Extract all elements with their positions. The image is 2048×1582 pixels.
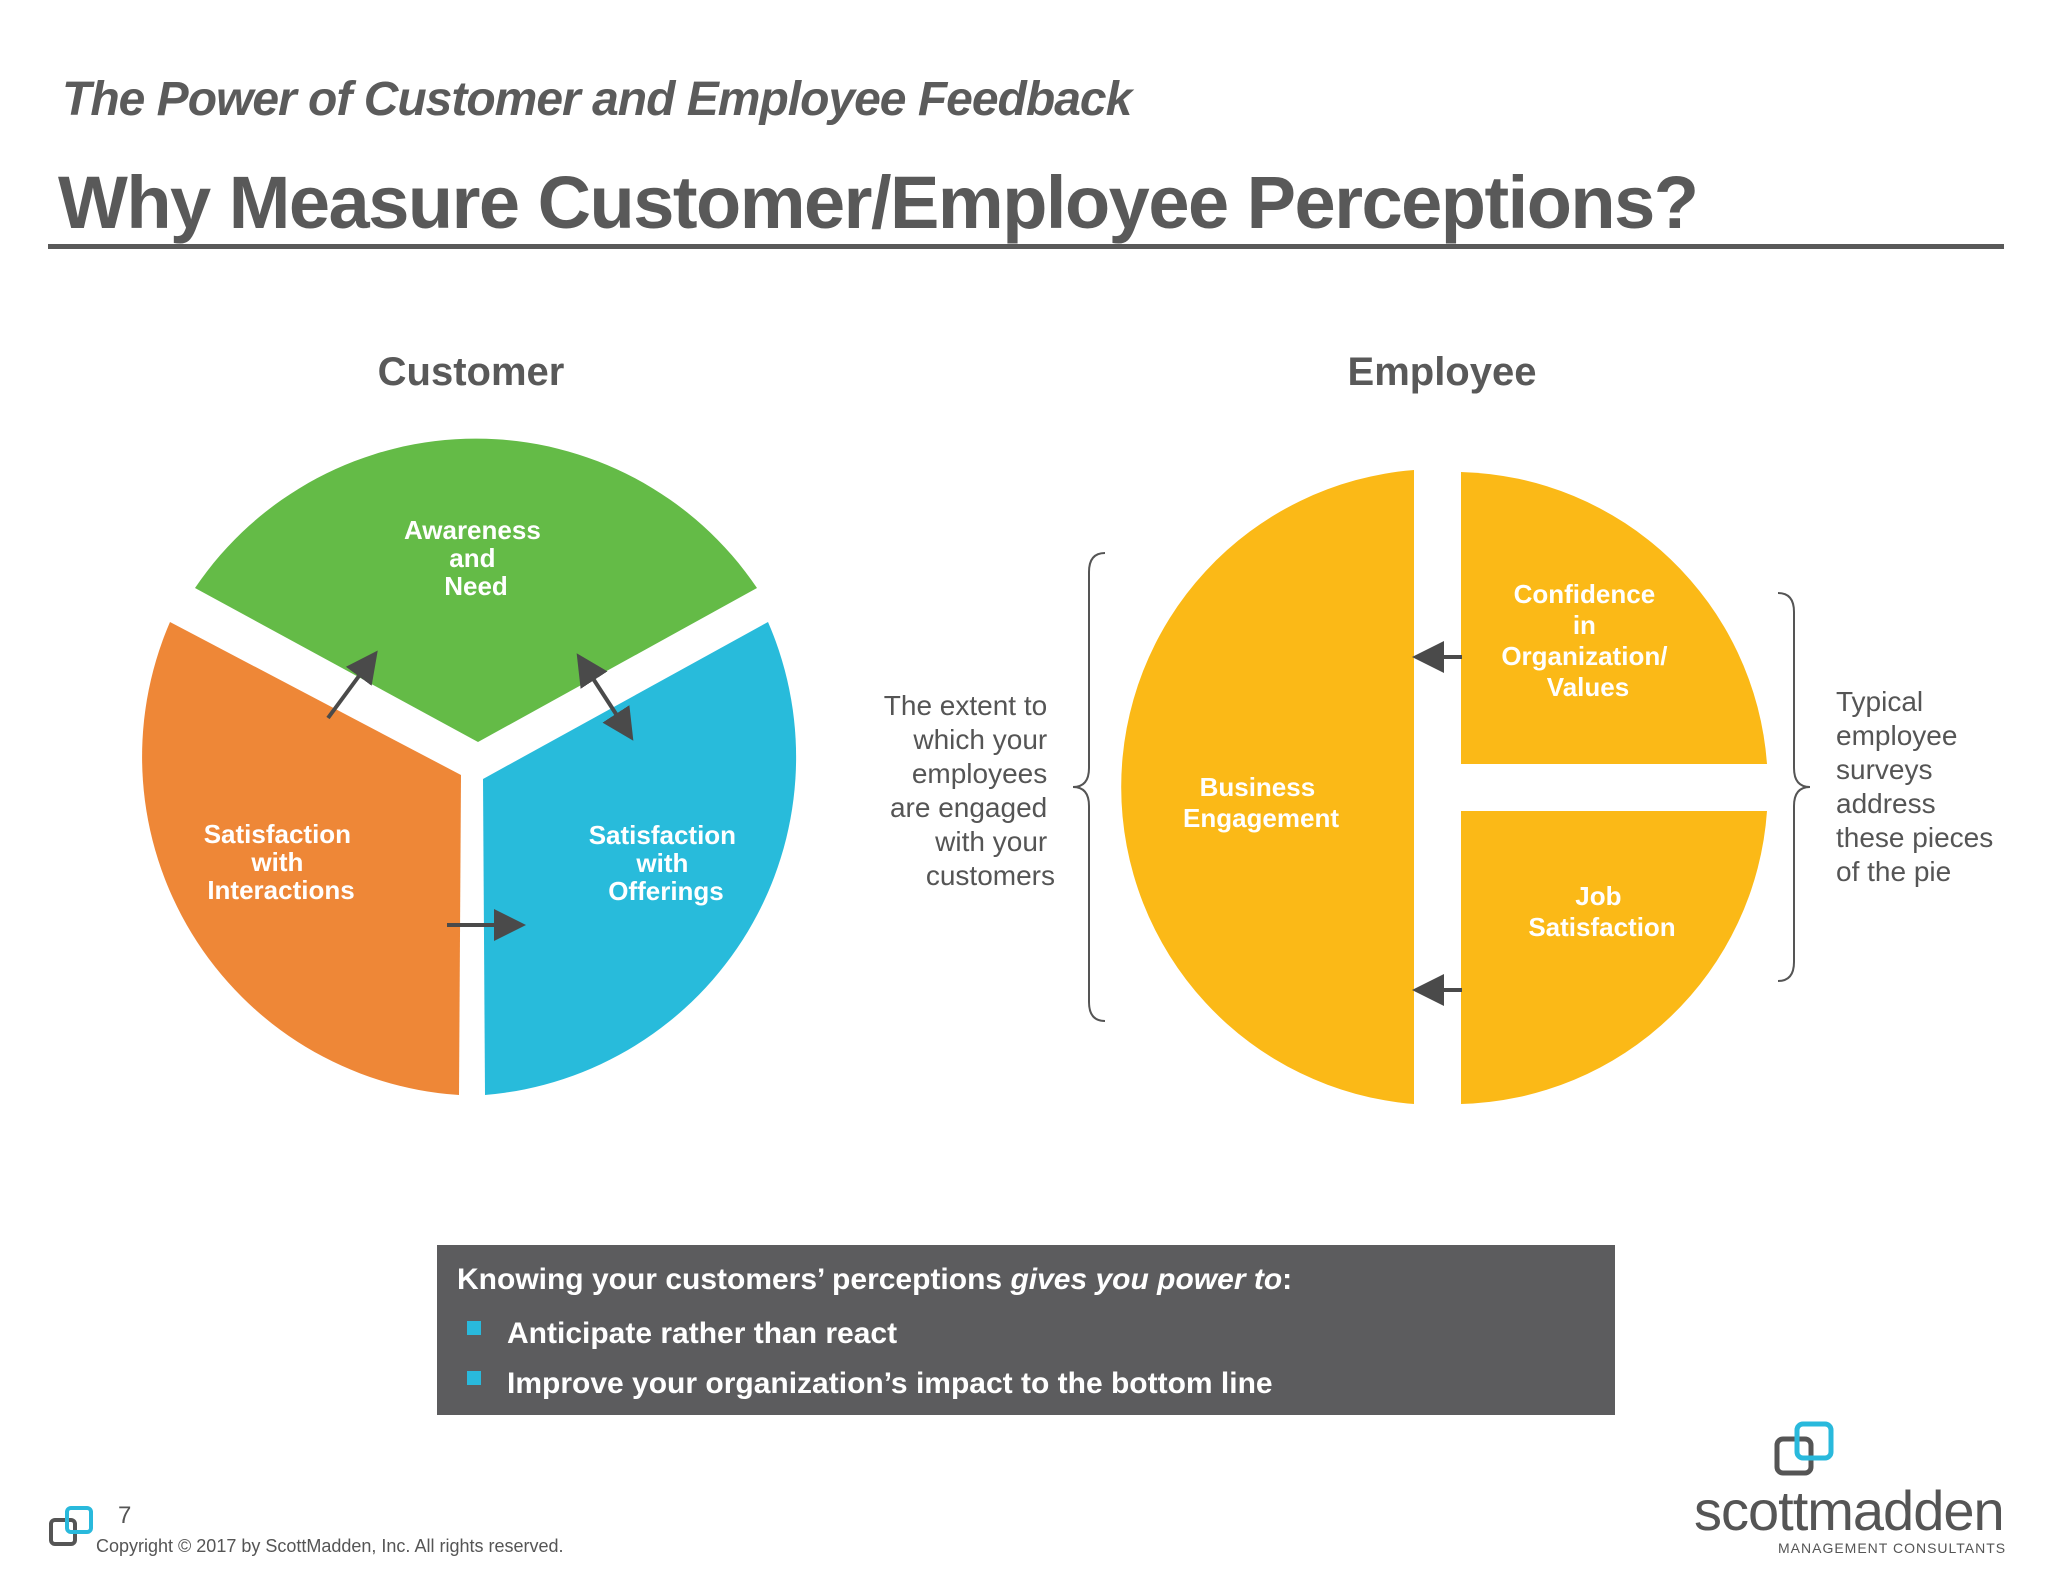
brand-logo-icon xyxy=(1774,1421,1834,1476)
left-brace xyxy=(1072,552,1106,1022)
employee-pie: Business Engagement Confidence in Organi… xyxy=(884,470,2001,1104)
customer-heading: Customer xyxy=(377,350,565,394)
bullet-square-icon xyxy=(467,1371,481,1385)
engagement-note: The extent to which your employees are e… xyxy=(884,690,1055,891)
slide-subtitle: The Power of Customer and Employee Feedb… xyxy=(62,73,1132,126)
business-engagement-segment xyxy=(1121,470,1414,1104)
slide-title: Why Measure Customer/Employee Perception… xyxy=(58,161,1699,244)
satisfaction-interactions-segment xyxy=(142,622,462,1095)
insight-callout: Knowing your customers’ perceptions give… xyxy=(437,1245,1615,1415)
callout-bullets: Anticipate rather than react Improve you… xyxy=(457,1309,1615,1409)
satisfaction-offerings-segment xyxy=(483,622,797,1095)
arrow-interactions-to-awareness xyxy=(326,650,378,720)
survey-note: Typical employee surveys address these p… xyxy=(1836,686,2001,887)
confidence-values-segment xyxy=(1461,472,1767,764)
brand-wordmark: scottmadden xyxy=(1694,1479,2005,1542)
confidence-values-label: Confidence in Organization/ Values xyxy=(1501,579,1674,702)
list-item: Anticipate rather than react xyxy=(457,1309,1615,1359)
right-brace xyxy=(1777,592,1811,982)
arrow-awareness-offerings xyxy=(576,653,634,741)
bullet-square-icon xyxy=(467,1321,481,1335)
list-item: Improve your organization’s impact to th… xyxy=(457,1359,1615,1409)
awareness-need-segment xyxy=(195,438,757,742)
employee-heading: Employee xyxy=(1347,350,1537,394)
callout-lead: Knowing your customers’ perceptions give… xyxy=(457,1263,1293,1296)
brand-tagline: MANAGEMENT CONSULTANTS xyxy=(1778,1540,2007,1556)
business-engagement-label: Business Engagement xyxy=(1183,772,1339,833)
satisfaction-offerings-label: Satisfaction with Offerings xyxy=(589,820,744,906)
customer-pie: Awareness and Need Satisfaction with Int… xyxy=(142,438,797,1095)
title-divider xyxy=(48,244,2004,249)
copyright-notice: Copyright © 2017 by ScottMadden, Inc. Al… xyxy=(96,1536,564,1556)
job-satisfaction-label: Job Satisfaction xyxy=(1528,881,1675,942)
job-satisfaction-segment xyxy=(1461,811,1767,1104)
awareness-need-label: Awareness and Need xyxy=(404,515,548,601)
satisfaction-interactions-label: Satisfaction with Interactions xyxy=(204,819,359,905)
page-number: 7 xyxy=(118,1502,132,1529)
footer-logo-icon xyxy=(49,1506,93,1546)
